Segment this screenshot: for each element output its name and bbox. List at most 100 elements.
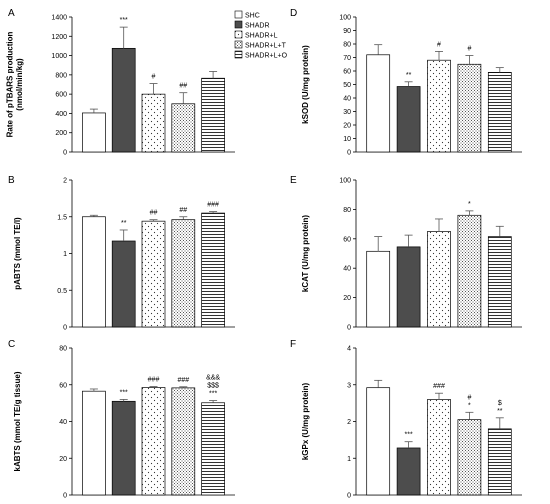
y-axis-label-line: (nmol/min/kg) (15, 58, 24, 111)
significance-label: # (152, 74, 156, 81)
legend-swatch (234, 50, 243, 59)
significance-label: ### (433, 383, 445, 390)
y-axis-label-line: Rate of pTBARS production (5, 32, 14, 138)
bar-shadr-plus-l-plus-o (487, 236, 512, 328)
significance-line: * (468, 402, 471, 409)
y-axis-label: kSOD (U/mg protein) (301, 45, 310, 124)
y-tick-label: 70 (343, 55, 351, 62)
y-tick-label: 10 (343, 136, 351, 143)
legend-entry: SHC (245, 13, 260, 20)
panel-letter: D (290, 8, 297, 19)
significance-line: * (468, 201, 471, 208)
y-tick-label: 2 (347, 419, 351, 426)
bar-shadr-plus-l (141, 220, 166, 328)
y-tick-label: 20 (343, 123, 351, 130)
significance-line: $ (498, 400, 502, 407)
legend-swatch (234, 40, 243, 49)
legend-entry: SHADR+L (245, 33, 278, 40)
y-axis-label: kABTS (mmol TE/g tissue) (13, 371, 22, 471)
y-tick-label: 0 (347, 150, 351, 157)
y-tick-label: 100 (339, 15, 351, 22)
significance-line: ## (179, 83, 187, 90)
legend-swatch (234, 20, 243, 29)
bar-shc (366, 54, 391, 153)
significance-line: ** (121, 220, 127, 227)
bar-shadr (111, 400, 136, 496)
bar-shadr-plus-l (141, 93, 166, 153)
significance-line: # (152, 74, 156, 81)
significance-label: ## (150, 210, 158, 217)
significance-line: &&& (206, 375, 220, 382)
significance-line: ** (497, 408, 503, 415)
bar-shadr-plus-l-plus-o (201, 402, 225, 496)
significance-label: ### (207, 202, 219, 209)
bar-shadr (111, 47, 136, 153)
y-tick-label: 40 (59, 419, 67, 426)
significance-line: *** (209, 391, 217, 398)
bar-shadr-plus-l-plus-t (457, 214, 482, 328)
bar-shadr-plus-l-plus-t (457, 63, 482, 153)
panel-letter: C (8, 339, 15, 350)
bar-shadr-plus-l-plus-t (171, 387, 196, 496)
y-tick-label: 60 (59, 382, 67, 389)
y-tick-label: 40 (343, 96, 351, 103)
significance-label: *** (120, 389, 128, 396)
bar-shadr (396, 447, 421, 496)
legend-entry: SHADR+L+T (245, 43, 287, 50)
significance-line: ### (433, 383, 445, 390)
y-axis-label: Rate of pTBARS production(nmol/min/kg) (5, 32, 24, 138)
significance-label: # (437, 41, 441, 48)
y-tick-label: 50 (343, 82, 351, 89)
significance-line: # (467, 45, 471, 52)
significance-line: *** (405, 432, 413, 439)
y-tick-label: 0 (347, 493, 351, 500)
bar-shadr (396, 86, 421, 153)
y-tick-label: 60 (343, 236, 351, 243)
y-tick-label: 400 (55, 111, 67, 118)
y-tick-label: 0 (347, 325, 351, 332)
y-tick-label: 3 (347, 382, 351, 389)
y-axis-label: pABTS (mmol TE/l) (13, 217, 22, 290)
y-tick-label: 80 (59, 346, 67, 353)
significance-label: ### (177, 377, 189, 384)
significance-label: ## (179, 207, 187, 214)
y-tick-label: 600 (55, 92, 67, 99)
bar-shc (82, 112, 106, 153)
significance-label: ## (179, 83, 187, 90)
significance-line: ** (406, 72, 412, 79)
y-tick-label: 60 (343, 69, 351, 76)
legend-entry: SHADR (245, 23, 270, 30)
chart-panel-c: C 0 20 40 60 80 kABTS (mmol TE/g tissue) *** ###… (8, 339, 235, 500)
panel-letter: A (8, 8, 15, 19)
bar-shadr-plus-l-plus-t (457, 419, 482, 496)
y-tick-label: 100 (339, 178, 351, 185)
significance-label: # (467, 45, 471, 52)
bar-shadr (396, 246, 421, 328)
significance-label: ** (406, 72, 412, 79)
significance-line: ## (179, 207, 187, 214)
y-tick-label: 200 (55, 130, 67, 137)
significance-label: *** (405, 432, 413, 439)
significance-line: $$$ (207, 383, 219, 390)
y-tick-label: 0.5 (57, 288, 67, 295)
significance-line: *** (120, 389, 128, 396)
y-tick-label: 2 (63, 178, 67, 185)
bar-shadr-plus-l (427, 59, 451, 153)
significance-line: ## (150, 210, 158, 217)
y-tick-label: 4 (347, 346, 351, 353)
significance-label: *** (120, 17, 128, 24)
panel-letter: F (290, 339, 296, 350)
panel-letter: E (290, 175, 297, 186)
significance-label: $ ** (497, 400, 503, 415)
bar-shc (366, 250, 391, 328)
y-tick-label: 1 (63, 251, 67, 258)
significance-label: # * (467, 394, 471, 409)
y-tick-label: 20 (59, 456, 67, 463)
bar-shadr-plus-l-plus-o (487, 428, 512, 496)
y-tick-label: 80 (343, 207, 351, 214)
chart-panel-e: E 0 20 40 60 80 100 kCAT (U/mg protein) * (290, 175, 522, 332)
significance-line: # (437, 41, 441, 48)
